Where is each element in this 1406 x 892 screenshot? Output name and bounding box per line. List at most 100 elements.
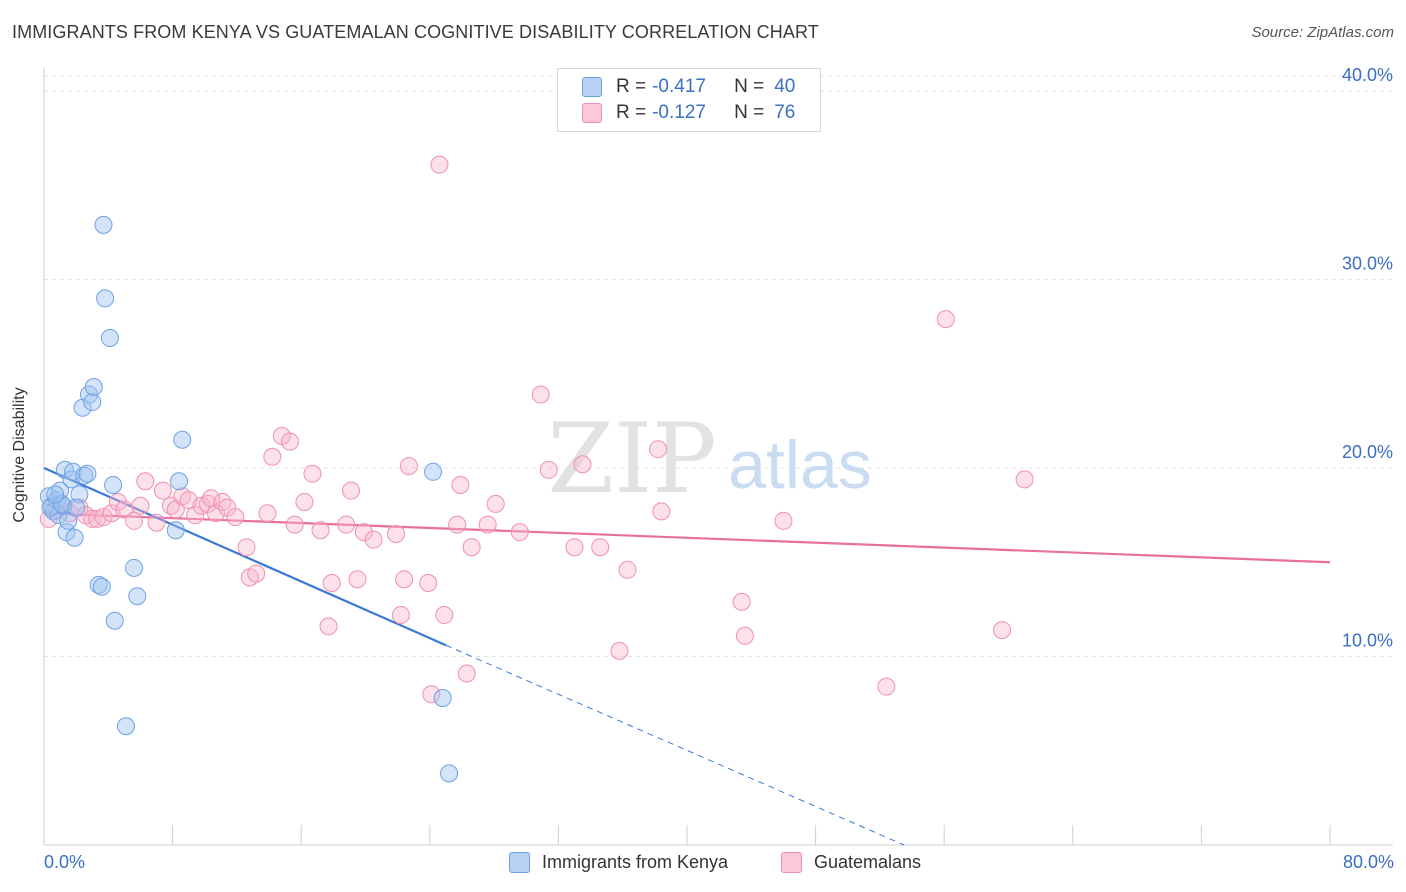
guatemalan-point — [166, 500, 185, 519]
guatemalan-point — [457, 664, 476, 683]
guatemalan-point — [303, 464, 322, 483]
legend-row-guatemalans: R = -0.127 N = 76 — [582, 101, 795, 125]
kenya-point — [63, 462, 82, 481]
n-value: 76 — [774, 102, 796, 123]
guatemalan-point — [462, 538, 481, 557]
kenya-point — [59, 511, 78, 530]
legend-label: Guatemalans — [814, 852, 922, 872]
y-axis-label: Cognitive Disability — [11, 387, 28, 523]
kenya-point — [104, 476, 123, 495]
chart-title: IMMIGRANTS FROM KENYA VS GUATEMALAN COGN… — [12, 22, 819, 42]
kenya-legend-swatch-icon — [509, 852, 530, 873]
guatemalan-point — [610, 641, 629, 660]
guatemalan-point — [364, 530, 383, 549]
n-label: N = — [734, 102, 765, 123]
n-value: 40 — [774, 76, 796, 97]
guatemalan-point — [311, 521, 330, 540]
kenya-point — [70, 485, 89, 504]
kenya-point — [96, 289, 115, 308]
guatemalan-point — [573, 455, 592, 474]
kenya-point — [67, 498, 86, 517]
guatemalan-point — [213, 492, 232, 511]
r-label: R = — [616, 102, 647, 123]
kenya-point — [75, 466, 94, 485]
guatemalan-point — [263, 447, 282, 466]
series-legend: Immigrants from Kenya Guatemalans — [0, 852, 1406, 878]
guatemalan-point — [147, 513, 166, 532]
guatemalan-point — [83, 509, 102, 528]
data-points — [39, 155, 1034, 783]
guatemalan-point — [131, 496, 150, 515]
r-label: R = — [616, 76, 647, 97]
guatemalan-point — [451, 476, 470, 495]
guatemalan-point — [486, 494, 505, 513]
guatemalan-point — [226, 508, 245, 527]
guatemalan-point — [877, 677, 896, 696]
guatemalan-point — [186, 506, 205, 525]
guatemalans-legend-swatch-icon — [781, 852, 802, 873]
guatemalan-point — [387, 525, 406, 544]
guatemalan-point — [531, 385, 550, 404]
legend-row-kenya: R = -0.417 N = 40 — [582, 75, 795, 99]
guatemalan-point — [285, 515, 304, 534]
legend-item-kenya[interactable]: Immigrants from Kenya — [509, 852, 728, 873]
guatemalan-point — [448, 515, 467, 534]
axes — [43, 68, 1393, 846]
guatemalan-point — [565, 538, 584, 557]
kenya-point — [100, 328, 119, 347]
guatemalan-point — [247, 564, 266, 583]
r-value: -0.417 — [652, 76, 706, 97]
guatemalan-point — [207, 504, 226, 523]
y-tick-labels: 10.0% 20.0% 30.0% 40.0% — [1342, 65, 1393, 650]
guatemalan-point — [618, 560, 637, 579]
guatemalan-point — [337, 515, 356, 534]
kenya-point — [440, 764, 459, 783]
guatemalan-point — [258, 504, 277, 523]
guatemalan-point — [108, 492, 127, 511]
guatemalan-point — [280, 432, 299, 451]
guatemalan-point — [732, 592, 751, 611]
trend-line-guatemalans — [43, 512, 1331, 564]
kenya-point — [433, 688, 452, 707]
n-label: N = — [734, 76, 765, 97]
source-label: Source: ZipAtlas.com — [1251, 24, 1394, 41]
guatemalan-point — [649, 440, 668, 459]
x-tick-label-min: 0.0% — [44, 852, 86, 872]
trend-line-kenya-extrapolated — [445, 644, 905, 846]
kenya-point — [125, 558, 144, 577]
kenya-point — [46, 485, 65, 504]
kenya-swatch-icon — [582, 77, 602, 97]
guatemalan-point — [435, 606, 454, 625]
kenya-point — [73, 398, 92, 417]
kenya-point — [89, 575, 108, 594]
kenya-point — [94, 215, 113, 234]
kenya-point — [173, 430, 192, 449]
legend-item-guatemalans[interactable]: Guatemalans — [781, 852, 921, 873]
guatemalan-point — [125, 511, 144, 530]
guatemalan-point — [399, 457, 418, 476]
guatemalan-point — [652, 502, 671, 521]
guatemalan-point — [391, 606, 410, 625]
kenya-point — [424, 462, 443, 481]
guatemalan-point — [774, 511, 793, 530]
guatemalan-point — [237, 538, 256, 557]
kenya-point — [170, 472, 189, 491]
r-value: -0.127 — [652, 102, 706, 123]
guatemalans-swatch-icon — [582, 103, 602, 123]
guatemalan-point — [348, 570, 367, 589]
guatemalan-point — [395, 570, 414, 589]
guatemalan-point — [295, 492, 314, 511]
guatemalan-point — [192, 496, 211, 515]
guatemalan-point — [419, 574, 438, 593]
y-tick-label: 10.0% — [1342, 631, 1393, 651]
guatemalan-point — [136, 472, 155, 491]
kenya-point — [65, 528, 84, 547]
kenya-point — [105, 611, 124, 630]
guatemalan-point — [430, 155, 449, 174]
watermark-zip: ZIP — [547, 403, 716, 515]
legend-label: Immigrants from Kenya — [542, 852, 729, 872]
guatemalan-point — [422, 685, 441, 704]
guatemalan-point — [735, 626, 754, 645]
watermark-atlas: atlas — [728, 427, 872, 503]
